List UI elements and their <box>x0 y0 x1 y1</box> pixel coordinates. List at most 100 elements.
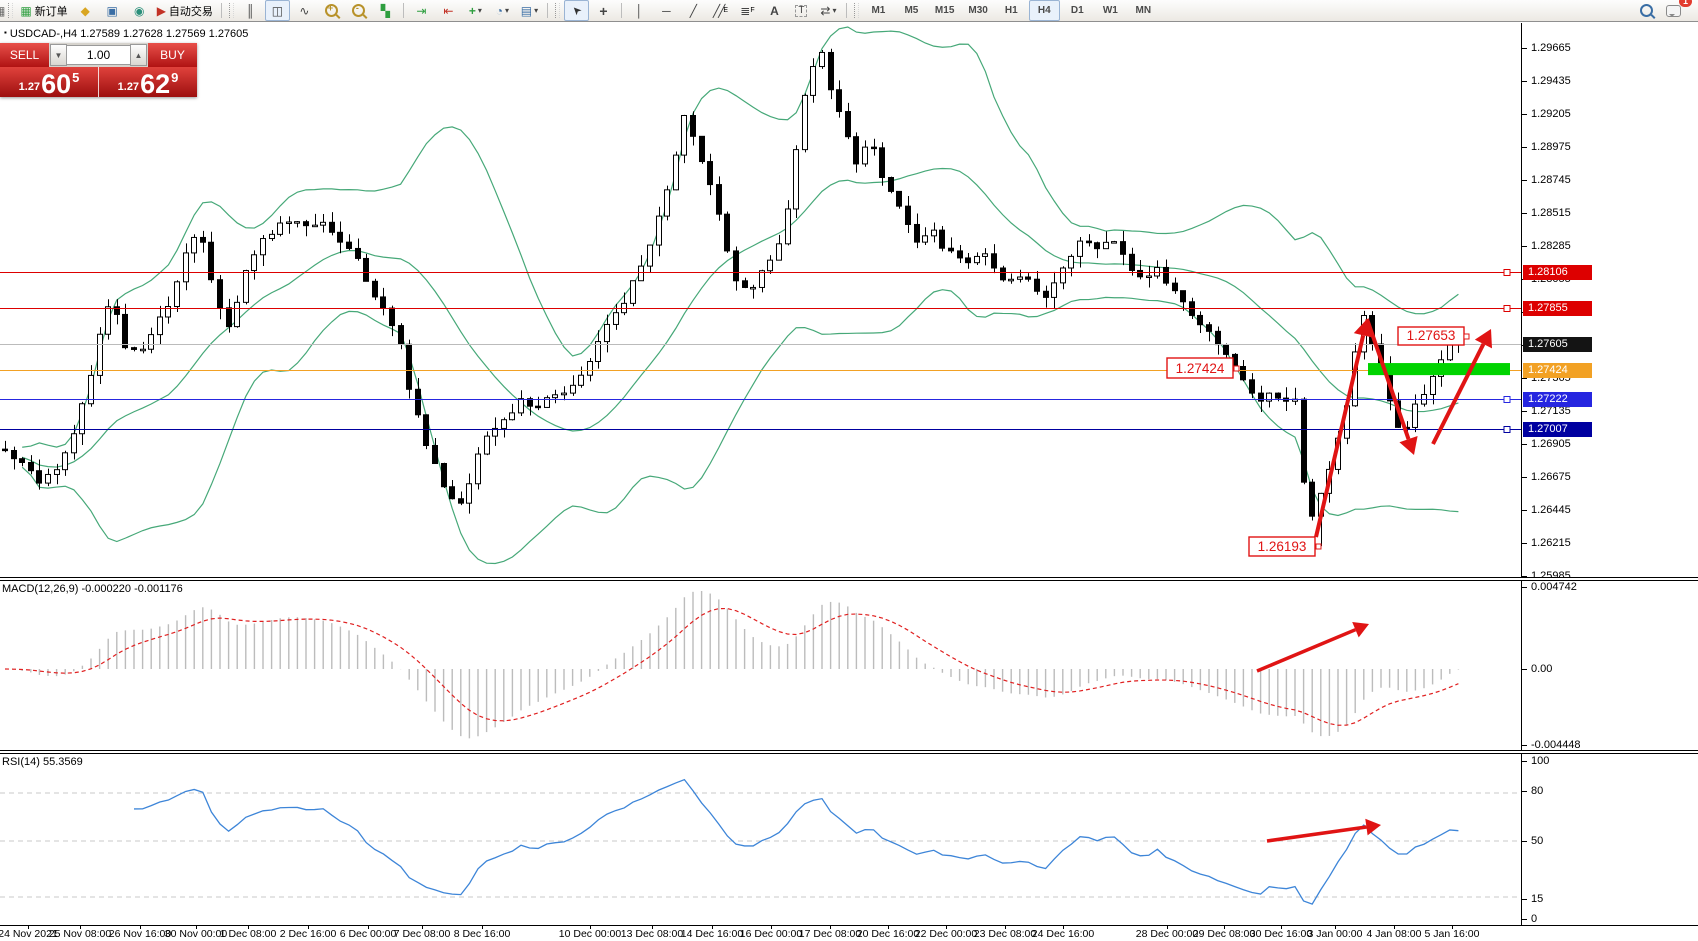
notification-badge: 1 <box>1679 0 1692 7</box>
line-chart-button[interactable]: ∿ <box>292 0 317 21</box>
notifications-button[interactable]: 1 <box>1661 0 1692 21</box>
price-label-box[interactable]: 1.27653 <box>1397 326 1470 346</box>
trend-arrow[interactable] <box>1431 329 1493 445</box>
panel-splitter[interactable] <box>0 750 1698 754</box>
sell-button[interactable]: SELL <box>0 43 49 67</box>
cursor-tool-button[interactable]: ➤ <box>563 0 589 21</box>
crosshair-tool-button[interactable]: + <box>591 0 616 21</box>
timeframe-M30[interactable]: M30 <box>968 5 988 16</box>
timeframe-M15[interactable]: M15 <box>934 5 955 16</box>
periods-button[interactable]: ◔ ▾ <box>490 0 515 21</box>
axis-tick <box>1522 48 1527 49</box>
highlight-zone[interactable] <box>1368 363 1510 376</box>
timeframe-H4[interactable]: H4 <box>1028 0 1060 21</box>
time-label: 7 Dec 08:00 <box>393 928 451 940</box>
autotrade-button[interactable]: ▶ 自动交易 <box>154 0 216 21</box>
price-badge-1.27855[interactable]: 1.27855 <box>1523 301 1592 316</box>
market-watch-icon: ◆ <box>80 3 90 18</box>
rsi-panel[interactable] <box>0 754 1521 925</box>
macd-histogram <box>12 591 1460 739</box>
tile-windows-button[interactable]: ▚ <box>373 0 398 21</box>
zoom-out-button[interactable]: - <box>346 0 371 21</box>
panel-splitter[interactable] <box>0 577 1698 581</box>
toolbar-grip[interactable] <box>228 3 234 18</box>
zoom-out-icon: - <box>351 3 365 17</box>
navigator-button[interactable]: ◉ <box>127 0 152 21</box>
market-watch-button[interactable]: ◆ <box>73 0 98 21</box>
volume-up-button[interactable]: ▲ <box>130 44 147 66</box>
volume-input[interactable] <box>67 45 130 65</box>
fibonacci-tool-button[interactable]: ≣ F <box>735 0 760 21</box>
hline-handle[interactable] <box>1503 305 1511 312</box>
buy-price[interactable]: 1.27 62 9 <box>98 67 197 98</box>
horizontal-line-tool-button[interactable]: ─ <box>654 0 679 21</box>
chevron-down-icon: ▾ <box>534 6 539 15</box>
candlestick-chart-button[interactable]: ◫ <box>264 0 290 21</box>
price-badge-1.27222[interactable]: 1.27222 <box>1523 392 1592 407</box>
price-axis[interactable]: 1.29665 1.29435 1.29205 1.28975 1.28745 1.285… <box>1521 23 1698 925</box>
time-label: 3 Jan 00:00 <box>1307 928 1363 940</box>
time-label: 10 Dec 00:00 <box>558 928 622 940</box>
timeframe-MN[interactable]: MN <box>1135 5 1152 16</box>
trend-arrow[interactable] <box>1365 318 1418 455</box>
price-badge-1.27424[interactable]: 1.27424 <box>1523 363 1592 378</box>
tile-windows-icon: ▚ <box>380 3 391 18</box>
time-label: 13 Dec 08:00 <box>620 928 684 940</box>
shapes-tool-button[interactable]: ⇄ ▾ <box>816 0 841 21</box>
toolbar-grip[interactable] <box>554 3 560 18</box>
buy-button[interactable]: BUY <box>148 43 197 67</box>
vertical-line-tool-button[interactable]: │ <box>627 0 652 21</box>
chart-window-button[interactable]: ▣ <box>100 0 125 21</box>
zoom-in-icon: + <box>324 3 338 17</box>
timeframe-D1[interactable]: D1 <box>1070 5 1084 16</box>
axis-tick <box>1522 791 1527 792</box>
timeframe-M5[interactable]: M5 <box>904 5 919 16</box>
price-chart-panel[interactable]: 1.27424 1.27653 1.26193 <box>0 23 1521 577</box>
hline-handle[interactable] <box>1503 396 1511 403</box>
timeframe-W1[interactable]: W1 <box>1102 5 1118 16</box>
chevron-down-icon: ▾ <box>505 6 510 15</box>
price-label-box[interactable]: 1.27424 <box>1166 357 1240 379</box>
time-tick <box>140 926 141 929</box>
timeframe-H1[interactable]: H1 <box>1004 5 1018 16</box>
text-tool-button[interactable]: A <box>762 0 787 21</box>
toolbar-grip[interactable] <box>8 3 14 18</box>
auto-scroll-button[interactable]: ⇥ <box>409 0 434 21</box>
trend-arrow[interactable] <box>1256 621 1369 673</box>
templates-button[interactable]: ▤ ▾ <box>517 0 542 21</box>
new-order-button[interactable]: ▦ 新订单 <box>17 0 70 21</box>
chart-ohlc-title: ▪ USDCAD-,H4 1.27589 1.27628 1.27569 1.2… <box>4 28 248 40</box>
text-label-tool-button[interactable]: T <box>789 0 814 21</box>
toolbar-separator <box>620 3 622 18</box>
price-chart-canvas[interactable]: 1.27424 1.27653 1.26193 <box>0 23 1521 577</box>
toolbar-grip[interactable] <box>853 3 859 18</box>
buy-price-prefix: 1.27 <box>117 81 140 93</box>
trendline-tool-button[interactable]: ╱ <box>681 0 706 21</box>
clipped-icon: ▦ <box>0 5 5 17</box>
zoom-in-button[interactable]: + <box>319 0 344 21</box>
timeframe-M1[interactable]: M1 <box>871 5 886 16</box>
time-label: 2 Dec 16:00 <box>279 928 337 940</box>
new-order-label: 新订单 <box>34 5 68 18</box>
channel-tool-button[interactable]: ╱╱ E <box>708 0 733 21</box>
search-button[interactable] <box>1634 0 1659 21</box>
time-axis[interactable]: 24 Nov 2021 25 Nov 08:00 26 Nov 16:00 30 No… <box>0 925 1698 941</box>
volume-down-button[interactable]: ▼ <box>50 44 67 66</box>
toolbar-separator <box>402 3 404 18</box>
chart-shift-button[interactable]: ⇤ <box>436 0 461 21</box>
channel-icon: ╱╱ <box>712 3 726 18</box>
sell-price[interactable]: 1.27 60 5 <box>0 67 98 98</box>
macd-panel[interactable] <box>0 581 1521 750</box>
trend-arrow[interactable] <box>1266 818 1381 843</box>
bar-chart-button[interactable]: ║ <box>238 0 263 21</box>
price-badge-1.27007[interactable]: 1.27007 <box>1523 422 1592 437</box>
channel-sub-label: E <box>723 7 728 14</box>
hline-handle[interactable] <box>1503 426 1511 433</box>
price-badge-1.28106[interactable]: 1.28106 <box>1523 265 1592 280</box>
price-label-box[interactable]: 1.26193 <box>1248 536 1322 557</box>
price-badge-1.27605[interactable]: 1.27605 <box>1523 337 1592 352</box>
indicators-button[interactable]: + ▾ <box>463 0 488 21</box>
time-label: 30 Dec 16:00 <box>1249 928 1313 940</box>
hline-handle[interactable] <box>1503 269 1511 276</box>
rsi-label: RSI(14) 55.3569 <box>2 756 83 768</box>
